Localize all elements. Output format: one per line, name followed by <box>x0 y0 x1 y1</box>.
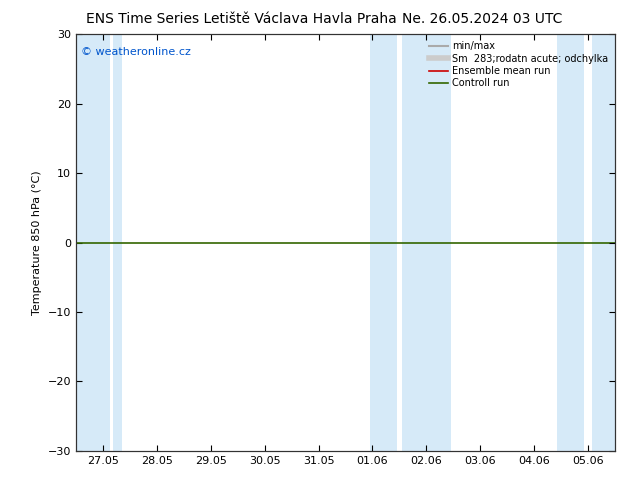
Bar <box>592 34 615 451</box>
Text: © weatheronline.cz: © weatheronline.cz <box>81 47 191 57</box>
Text: ENS Time Series Letiště Václava Havla Praha: ENS Time Series Letiště Václava Havla Pr… <box>86 12 396 26</box>
Bar <box>370 34 397 451</box>
Y-axis label: Temperature 850 hPa (°C): Temperature 850 hPa (°C) <box>32 170 42 315</box>
Text: Ne. 26.05.2024 03 UTC: Ne. 26.05.2024 03 UTC <box>402 12 562 26</box>
Bar <box>76 34 110 451</box>
Legend: min/max, Sm  283;rodatn acute; odchylka, Ensemble mean run, Controll run: min/max, Sm 283;rodatn acute; odchylka, … <box>427 39 610 90</box>
Bar <box>402 34 451 451</box>
Bar <box>113 34 122 451</box>
Bar <box>557 34 585 451</box>
